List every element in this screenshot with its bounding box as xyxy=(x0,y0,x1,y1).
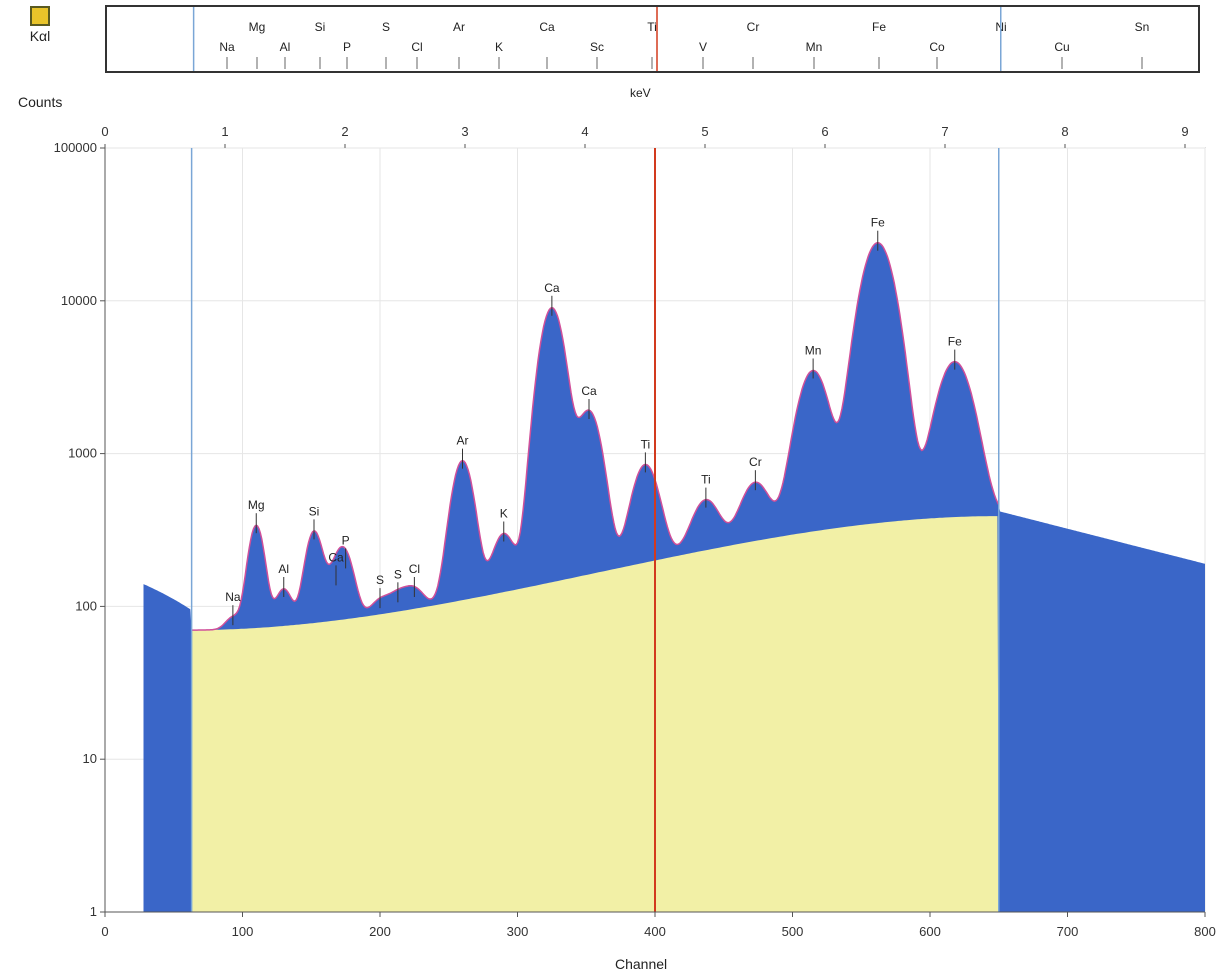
background-fill xyxy=(191,516,999,912)
peak-label: S xyxy=(376,573,384,587)
x-tick-label: 300 xyxy=(507,924,529,939)
x-top-tick-label: 1 xyxy=(221,124,228,139)
y-tick-label: 100000 xyxy=(54,140,97,155)
peak-label: Fe xyxy=(871,216,885,230)
peak-label: Ti xyxy=(701,473,711,487)
y-tick-label: 10000 xyxy=(61,293,97,308)
x-top-tick-label: 0 xyxy=(101,124,108,139)
ruler-element-label[interactable]: Fe xyxy=(872,20,886,34)
peak-label: Mg xyxy=(248,498,265,512)
x-top-tick-label: 9 xyxy=(1181,124,1188,139)
kxl-legend[interactable]: Kαl xyxy=(18,6,62,44)
ruler-element-label[interactable]: Al xyxy=(280,40,291,54)
ruler-element-label[interactable]: Sc xyxy=(590,40,604,54)
ruler-element-label[interactable]: Mn xyxy=(806,40,823,54)
ruler-element-label[interactable]: Cr xyxy=(747,20,760,34)
y-axis-label: Counts xyxy=(18,94,63,110)
ruler-element-label[interactable]: Cl xyxy=(411,40,422,54)
peak-label: Si xyxy=(309,504,320,518)
x-axis-label: Channel xyxy=(615,956,668,972)
x-tick-label: 0 xyxy=(101,924,108,939)
x-top-tick-label: 5 xyxy=(701,124,708,139)
x-tick-label: 700 xyxy=(1057,924,1079,939)
y-tick-label: 10 xyxy=(83,751,97,766)
kxl-label: Kαl xyxy=(29,28,51,44)
ruler-element-label[interactable]: S xyxy=(382,20,390,34)
peak-label: Fe xyxy=(948,335,962,349)
x-tick-label: 800 xyxy=(1194,924,1216,939)
ruler-element-label[interactable]: V xyxy=(699,40,707,54)
x-top-tick-label: 4 xyxy=(581,124,588,139)
x-top-tick-label: 2 xyxy=(341,124,348,139)
ruler-element-label[interactable]: Ar xyxy=(453,20,465,34)
ruler-element-label[interactable]: Sn xyxy=(1135,20,1150,34)
ruler-element-label[interactable]: Na xyxy=(219,40,235,54)
peak-label: Cr xyxy=(749,455,762,469)
ruler-element-label[interactable]: Ti xyxy=(647,20,657,34)
peak-label: S xyxy=(394,567,402,581)
y-tick-label: 1 xyxy=(90,904,97,919)
x-top-tick-label: 8 xyxy=(1061,124,1068,139)
peak-label: Ca xyxy=(581,384,597,398)
kxl-icon[interactable] xyxy=(30,6,50,26)
x-top-tick-label: 6 xyxy=(821,124,828,139)
ruler-element-label[interactable]: Mg xyxy=(249,20,266,34)
ruler-element-label[interactable]: Si xyxy=(315,20,326,34)
ruler-element-label[interactable]: Cu xyxy=(1054,40,1069,54)
y-tick-label: 100 xyxy=(75,598,97,613)
x-tick-label: 200 xyxy=(369,924,391,939)
peak-label: Mn xyxy=(805,343,822,357)
peak-label: Ti xyxy=(641,437,651,451)
x-top-axis-label: keV xyxy=(630,86,651,100)
element-ruler[interactable]: NaMgAlSiPSClArKCaScTiVCrMnFeCoNiCuSn xyxy=(105,5,1200,73)
peak-label: Ca xyxy=(544,281,560,295)
x-tick-label: 600 xyxy=(919,924,941,939)
peak-label: P xyxy=(342,533,350,547)
peak-label: Al xyxy=(278,562,289,576)
ruler-element-label[interactable]: Co xyxy=(929,40,945,54)
x-tick-label: 100 xyxy=(232,924,254,939)
ruler-element-label[interactable]: K xyxy=(495,40,503,54)
peak-label: Na xyxy=(225,590,241,604)
x-top-tick-label: 3 xyxy=(461,124,468,139)
x-tick-label: 500 xyxy=(782,924,804,939)
peak-label: Ca xyxy=(328,550,344,564)
element-ruler-svg: NaMgAlSiPSClArKCaScTiVCrMnFeCoNiCuSn xyxy=(192,7,1150,71)
ruler-element-label[interactable]: P xyxy=(343,40,351,54)
y-tick-label: 1000 xyxy=(68,446,97,461)
peak-label: K xyxy=(500,506,508,520)
x-tick-label: 400 xyxy=(644,924,666,939)
x-top-tick-label: 7 xyxy=(941,124,948,139)
ruler-element-label[interactable]: Ca xyxy=(539,20,555,34)
peak-label: Ar xyxy=(457,434,469,448)
peak-label: Cl xyxy=(409,562,420,576)
fit-line xyxy=(191,241,1000,631)
